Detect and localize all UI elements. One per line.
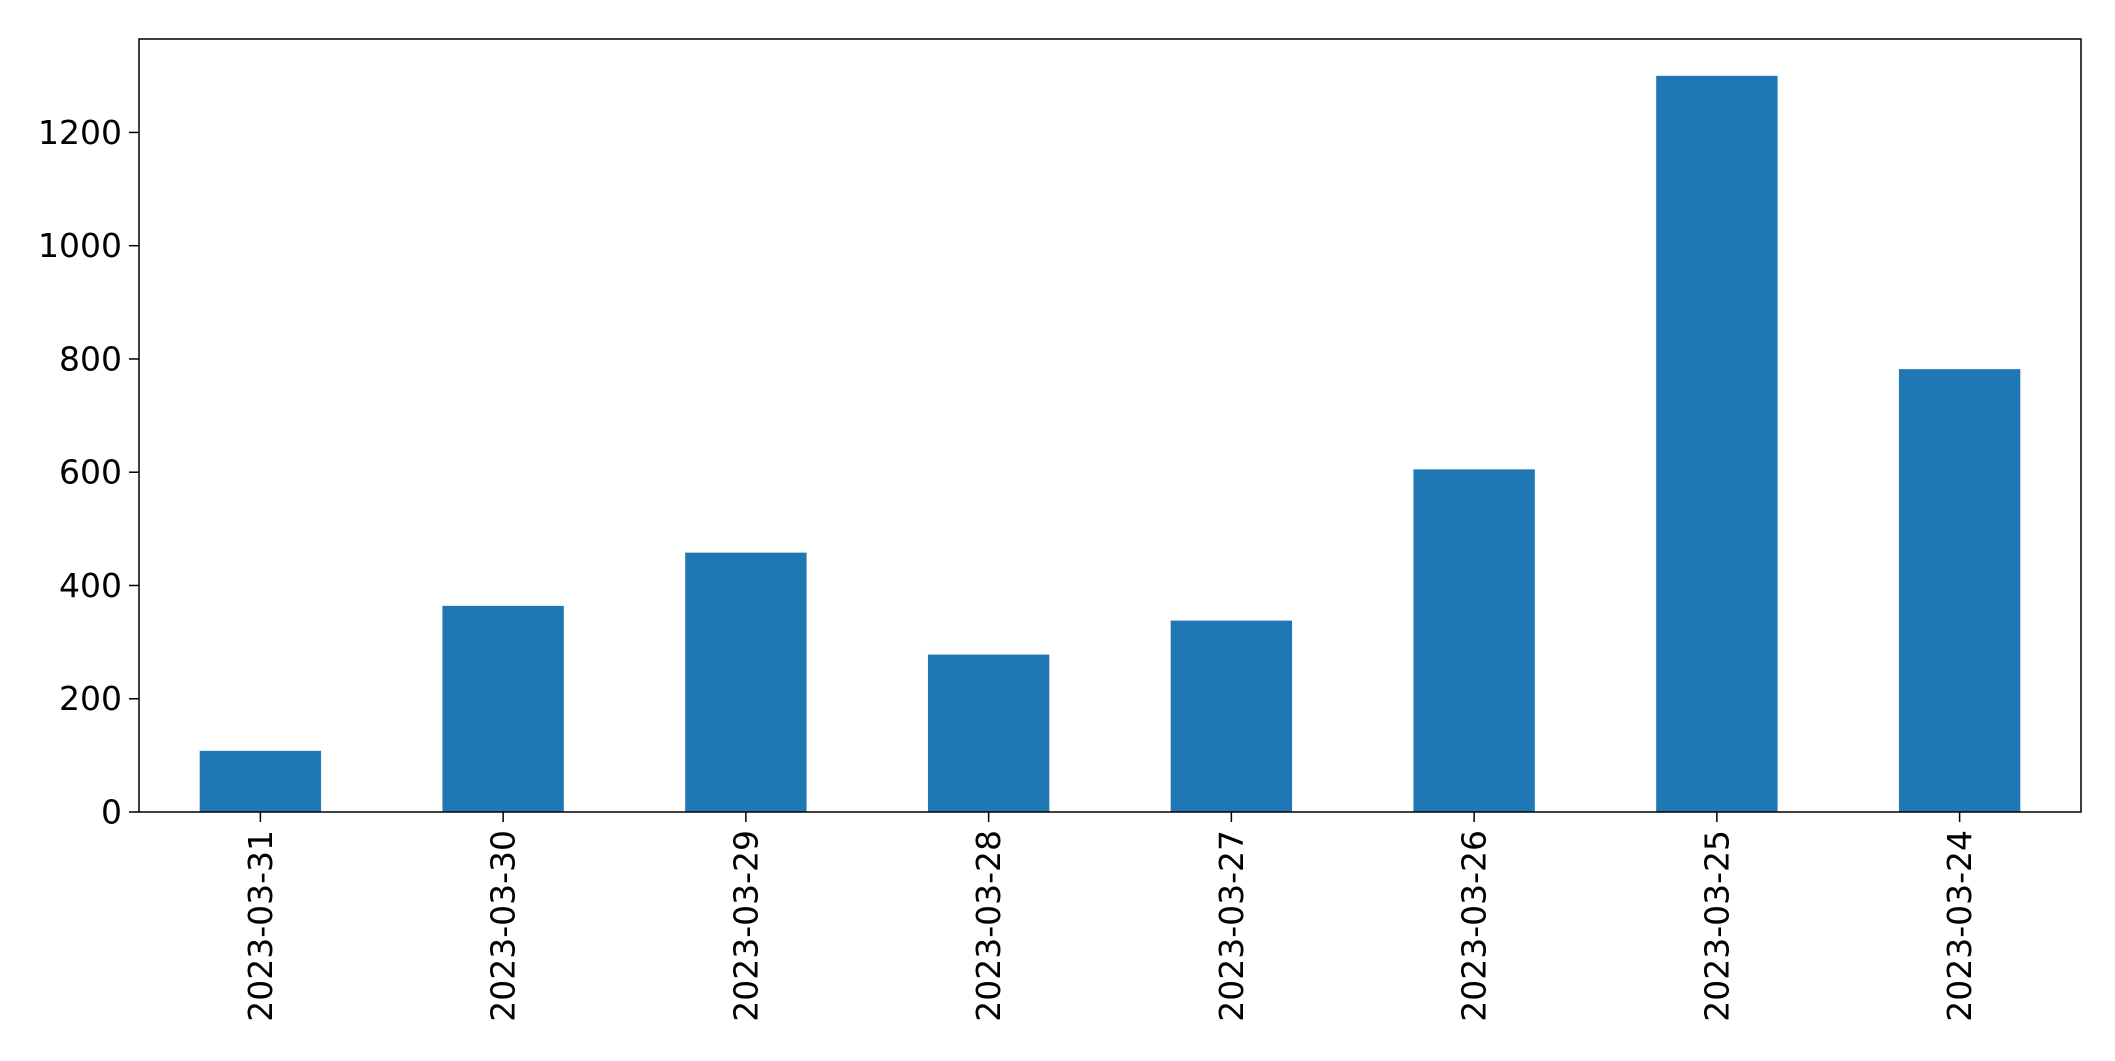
x-tick-label: 2023-03-29 bbox=[726, 830, 765, 1022]
y-tick-label: 600 bbox=[59, 453, 122, 492]
x-tick-label: 2023-03-24 bbox=[1940, 830, 1979, 1022]
bars-group bbox=[199, 75, 2021, 813]
bar-2023-03-27 bbox=[1170, 620, 1293, 812]
bar-2023-03-31 bbox=[199, 750, 322, 812]
bar-2023-03-25 bbox=[1656, 75, 1778, 813]
y-tick-label: 800 bbox=[59, 339, 122, 378]
y-tick-label: 1000 bbox=[38, 226, 122, 265]
y-tick-label: 200 bbox=[59, 679, 122, 718]
y-tick-label: 1200 bbox=[38, 113, 122, 152]
x-tick-label: 2023-03-27 bbox=[1212, 830, 1251, 1022]
y-axis: 0 200 400 600 800 1000 1200 bbox=[38, 113, 139, 832]
bar-2023-03-28 bbox=[927, 654, 1050, 812]
x-tick-label: 2023-03-26 bbox=[1455, 830, 1494, 1022]
y-tick-label: 0 bbox=[101, 793, 122, 832]
plot-frame bbox=[138, 38, 2082, 813]
y-tick-label: 400 bbox=[59, 566, 122, 605]
x-tick-label: 2023-03-25 bbox=[1697, 830, 1736, 1022]
x-axis: 2023-03-31 2023-03-30 2023-03-29 2023-03-28… bbox=[241, 812, 1979, 1022]
bar-2023-03-26 bbox=[1413, 469, 1535, 812]
x-tick-label: 2023-03-28 bbox=[969, 830, 1008, 1022]
x-tick-label: 2023-03-30 bbox=[484, 830, 523, 1022]
bar-2023-03-30 bbox=[442, 605, 564, 812]
bar-2023-03-24 bbox=[1898, 369, 2021, 812]
x-tick-label: 2023-03-31 bbox=[241, 830, 280, 1022]
bar-2023-03-29 bbox=[685, 552, 807, 812]
